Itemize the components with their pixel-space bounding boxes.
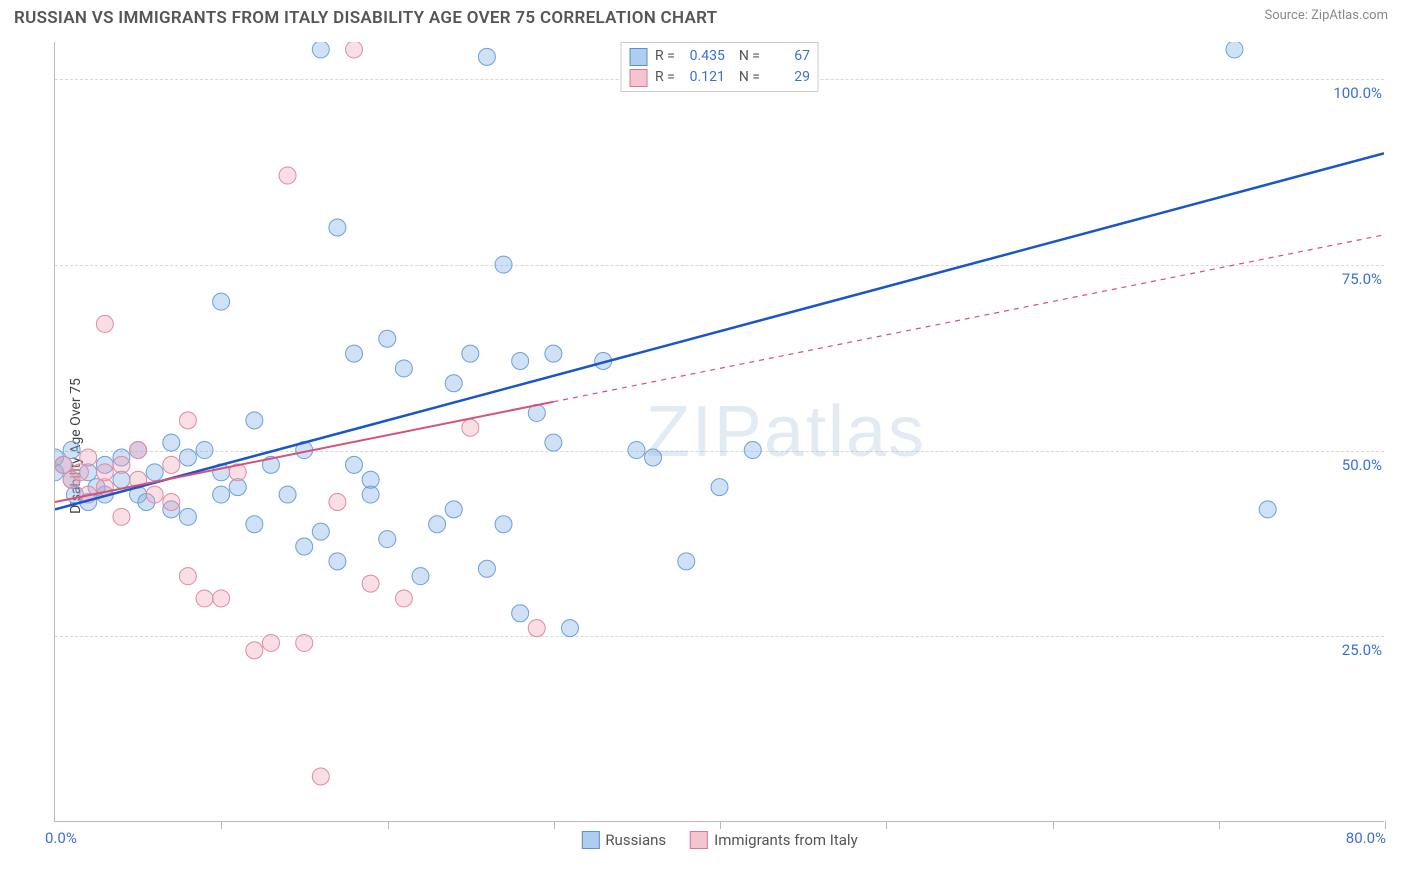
data-point bbox=[80, 449, 97, 466]
data-point bbox=[196, 590, 213, 607]
x-tick bbox=[554, 821, 555, 829]
data-point bbox=[96, 464, 113, 481]
data-point bbox=[146, 486, 163, 503]
data-point bbox=[1259, 501, 1276, 518]
x-tick bbox=[886, 821, 887, 829]
data-point bbox=[561, 620, 578, 637]
data-point bbox=[711, 479, 728, 496]
data-point bbox=[63, 442, 80, 459]
data-point bbox=[213, 590, 230, 607]
data-point bbox=[512, 353, 529, 370]
data-point bbox=[130, 442, 147, 459]
data-point bbox=[412, 568, 429, 585]
legend-item-italy: Immigrants from Italy bbox=[690, 831, 858, 849]
data-point bbox=[163, 456, 180, 473]
x-tick bbox=[1219, 821, 1220, 829]
data-point bbox=[395, 360, 412, 377]
data-point bbox=[379, 531, 396, 548]
data-point bbox=[312, 523, 329, 540]
data-point bbox=[744, 442, 761, 459]
data-point bbox=[71, 464, 88, 481]
data-point bbox=[329, 219, 346, 236]
data-point bbox=[346, 456, 363, 473]
data-point bbox=[246, 516, 263, 533]
series-legend: Russians Immigrants from Italy bbox=[581, 831, 857, 849]
data-point bbox=[213, 486, 230, 503]
data-point bbox=[478, 48, 495, 65]
data-point bbox=[445, 375, 462, 392]
x-axis-max-label: 80.0% bbox=[1346, 829, 1386, 847]
data-point bbox=[395, 590, 412, 607]
data-point bbox=[96, 315, 113, 332]
data-point bbox=[246, 642, 263, 659]
data-point bbox=[512, 605, 529, 622]
swatch-icon bbox=[690, 831, 708, 849]
data-point bbox=[329, 493, 346, 510]
data-point bbox=[478, 560, 495, 577]
data-point bbox=[262, 634, 279, 651]
data-point bbox=[296, 634, 313, 651]
data-point bbox=[163, 434, 180, 451]
correlation-legend: R = 0.435 N = 67 R = 0.121 N = 29 bbox=[620, 42, 819, 92]
data-point bbox=[445, 501, 462, 518]
x-tick bbox=[221, 821, 222, 829]
data-point bbox=[495, 516, 512, 533]
data-point bbox=[495, 256, 512, 273]
data-point bbox=[55, 456, 72, 473]
data-point bbox=[545, 345, 562, 362]
data-point bbox=[362, 575, 379, 592]
data-point bbox=[179, 508, 196, 525]
data-point bbox=[678, 553, 695, 570]
data-point bbox=[362, 471, 379, 488]
swatch-icon bbox=[629, 69, 647, 87]
data-point bbox=[379, 330, 396, 347]
data-point bbox=[312, 42, 329, 58]
x-axis-min-label: 0.0% bbox=[45, 829, 77, 847]
data-point bbox=[545, 434, 562, 451]
trend-line-extrapolated bbox=[553, 235, 1384, 402]
data-point bbox=[1226, 42, 1243, 58]
swatch-icon bbox=[629, 48, 647, 66]
chart-plot-area: 25.0%50.0%75.0%100.0% 0.0% 80.0% ZIPatla… bbox=[54, 42, 1384, 822]
data-point bbox=[645, 449, 662, 466]
chart-title: RUSSIAN VS IMMIGRANTS FROM ITALY DISABIL… bbox=[14, 8, 717, 28]
legend-row-russians: R = 0.435 N = 67 bbox=[629, 46, 810, 67]
data-point bbox=[179, 449, 196, 466]
data-point bbox=[279, 167, 296, 184]
data-point bbox=[429, 516, 446, 533]
x-tick bbox=[720, 821, 721, 829]
swatch-icon bbox=[581, 831, 599, 849]
data-point bbox=[346, 42, 363, 58]
x-tick bbox=[1385, 821, 1386, 829]
x-tick bbox=[388, 821, 389, 829]
data-point bbox=[462, 419, 479, 436]
data-point bbox=[113, 456, 130, 473]
x-tick bbox=[1053, 821, 1054, 829]
data-point bbox=[628, 442, 645, 459]
scatter-plot bbox=[55, 42, 1384, 821]
data-point bbox=[329, 553, 346, 570]
source-label: Source: ZipAtlas.com bbox=[1264, 8, 1388, 23]
data-point bbox=[462, 345, 479, 362]
data-point bbox=[296, 538, 313, 555]
data-point bbox=[312, 768, 329, 785]
data-point bbox=[113, 508, 130, 525]
data-point bbox=[346, 345, 363, 362]
trend-line bbox=[55, 153, 1384, 509]
data-point bbox=[179, 568, 196, 585]
data-point bbox=[528, 620, 545, 637]
data-point bbox=[146, 464, 163, 481]
data-point bbox=[179, 412, 196, 429]
data-point bbox=[196, 442, 213, 459]
data-point bbox=[213, 293, 230, 310]
legend-row-italy: R = 0.121 N = 29 bbox=[629, 67, 810, 88]
data-point bbox=[163, 493, 180, 510]
data-point bbox=[279, 486, 296, 503]
data-point bbox=[246, 412, 263, 429]
legend-item-russians: Russians bbox=[581, 831, 666, 849]
